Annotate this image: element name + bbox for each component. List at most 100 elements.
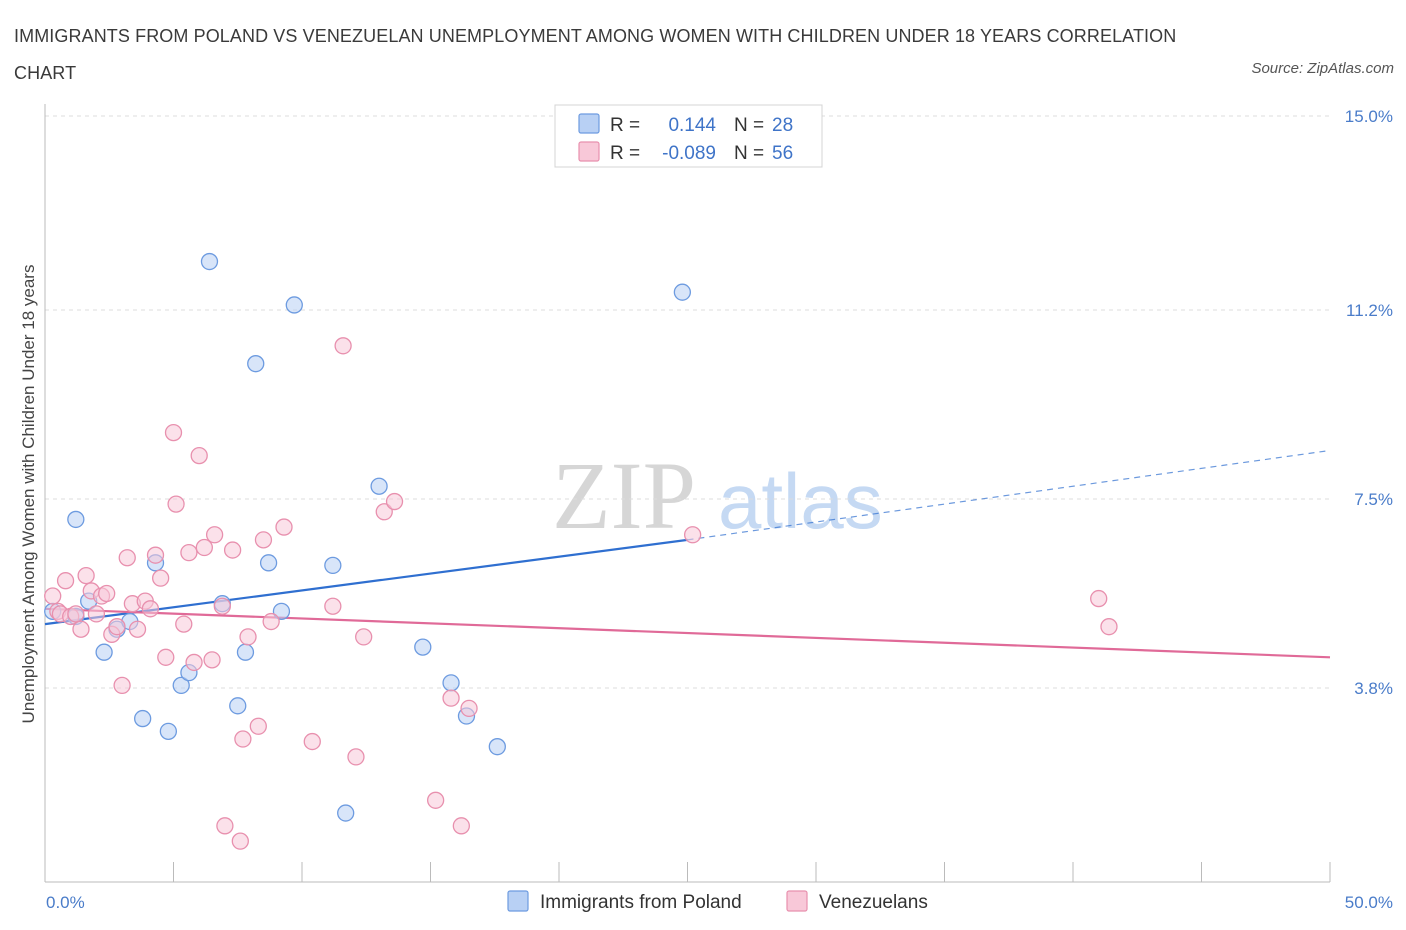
y-tick-labels: 3.8% 7.5% 11.2% 15.0% — [1345, 107, 1393, 698]
x-tick-label-0: 0.0% — [46, 893, 85, 912]
x-tick-labels: 0.0% 50.0% — [46, 893, 1393, 912]
y-tick-label-3: 15.0% — [1345, 107, 1393, 126]
chart-title: IMMIGRANTS FROM POLAND VS VENEZUELAN UNE… — [14, 26, 1177, 83]
point-series0-9 — [159, 722, 178, 741]
legend-n-label-poland: N = — [734, 115, 764, 136]
point-series1-17 — [128, 620, 147, 638]
point-series1-40 — [262, 612, 280, 631]
point-series0-27 — [673, 283, 692, 301]
point-series1-23 — [164, 423, 183, 442]
legend-swatch-poland — [578, 113, 600, 134]
point-series1-32 — [213, 597, 231, 615]
point-series0-12 — [200, 252, 219, 271]
point-series1-11 — [98, 584, 116, 603]
point-series1-39 — [254, 531, 273, 549]
point-series0-23 — [414, 638, 432, 656]
point-series1-5 — [67, 605, 85, 623]
point-series1-28 — [190, 446, 208, 465]
grid-lines — [45, 115, 1330, 689]
point-series1-48 — [385, 492, 404, 511]
point-series1-22 — [157, 648, 175, 666]
point-series1-25 — [175, 615, 193, 633]
point-series0-24 — [442, 674, 460, 692]
y-tick-label-2: 11.2% — [1346, 301, 1393, 320]
point-series1-38 — [249, 717, 267, 735]
point-series1-54 — [1090, 589, 1108, 608]
watermark-zip: ZIP — [552, 442, 696, 549]
point-series1-15 — [118, 549, 136, 567]
legend-r-label-poland: R = — [610, 115, 640, 136]
point-series1-42 — [303, 732, 321, 751]
point-series0-21 — [337, 804, 355, 822]
point-series1-31 — [205, 526, 224, 544]
point-series0-20 — [324, 556, 342, 575]
point-series1-6 — [72, 620, 90, 638]
point-series1-14 — [113, 676, 131, 695]
x-tick-label-1: 50.0% — [1345, 893, 1393, 912]
axes — [44, 104, 1331, 883]
point-series0-18 — [272, 602, 291, 620]
point-series1-27 — [185, 653, 203, 672]
point-series1-45 — [347, 748, 365, 766]
point-series1-51 — [452, 817, 470, 835]
point-series0-17 — [259, 554, 278, 572]
point-series1-55 — [1100, 618, 1118, 636]
trend-line-extension-0 — [687, 449, 1331, 541]
point-series1-26 — [180, 543, 198, 562]
y-axis-label: Unemployment Among Women with Children U… — [19, 265, 38, 724]
point-series1-35 — [231, 832, 249, 850]
point-series1-19 — [141, 600, 160, 618]
legend-r-value-venezuelans: -0.089 — [662, 143, 716, 164]
point-series1-47 — [375, 503, 393, 521]
legend-n-value-venezuelans: 56 — [772, 143, 793, 164]
point-series1-49 — [426, 791, 445, 809]
point-series0-14 — [229, 697, 247, 715]
point-series1-43 — [324, 597, 342, 615]
point-series1-44 — [334, 337, 352, 355]
point-series1-33 — [216, 817, 234, 835]
point-series1-50 — [442, 689, 460, 707]
point-series0-4 — [95, 643, 113, 661]
point-series1-9 — [87, 605, 106, 623]
point-series1-53 — [683, 526, 702, 544]
watermark-atlas: atlas — [718, 457, 883, 545]
legend-r-value-poland: 0.144 — [668, 115, 716, 136]
point-series1-13 — [108, 618, 126, 636]
point-series0-26 — [488, 738, 506, 756]
point-series1-3 — [56, 572, 75, 590]
point-series0-10 — [172, 676, 190, 695]
point-series0-19 — [285, 296, 303, 314]
bottom-legend: Immigrants from Poland Venezuelans — [507, 890, 928, 913]
point-series1-20 — [146, 546, 165, 564]
point-series1-0 — [44, 587, 62, 605]
point-series1-46 — [355, 628, 373, 646]
trend-line-1 — [44, 607, 1331, 659]
point-series0-15 — [236, 643, 255, 661]
data-points — [44, 252, 1118, 850]
point-series1-29 — [195, 538, 213, 557]
point-series1-52 — [460, 699, 478, 718]
bottom-legend-swatch-venezuelans — [786, 890, 808, 912]
point-series1-34 — [223, 541, 242, 559]
point-series1-37 — [239, 628, 257, 646]
legend-n-label-venezuelans: N = — [734, 143, 764, 164]
point-series1-7 — [77, 566, 95, 585]
point-series0-22 — [370, 477, 388, 495]
point-series1-41 — [275, 518, 293, 536]
bottom-legend-label-venezuelans: Venezuelans — [819, 892, 928, 913]
point-series0-2 — [67, 510, 85, 529]
chart-source: Source: ZipAtlas.com — [1251, 60, 1394, 77]
y-tick-label-1: 7.5% — [1354, 490, 1393, 509]
point-series1-30 — [203, 651, 221, 669]
point-series1-24 — [167, 495, 185, 513]
point-series1-21 — [151, 569, 170, 587]
y-tick-label-0: 3.8% — [1354, 679, 1393, 698]
legend-box: R = 0.144 N = 28 R = -0.089 N = 56 — [554, 104, 823, 168]
bottom-legend-swatch-poland — [507, 890, 529, 912]
legend-r-label-venezuelans: R = — [610, 143, 640, 164]
point-series1-36 — [234, 730, 252, 748]
legend-n-value-poland: 28 — [772, 115, 793, 136]
point-series0-16 — [247, 355, 265, 373]
bottom-legend-label-poland: Immigrants from Poland — [540, 892, 742, 913]
